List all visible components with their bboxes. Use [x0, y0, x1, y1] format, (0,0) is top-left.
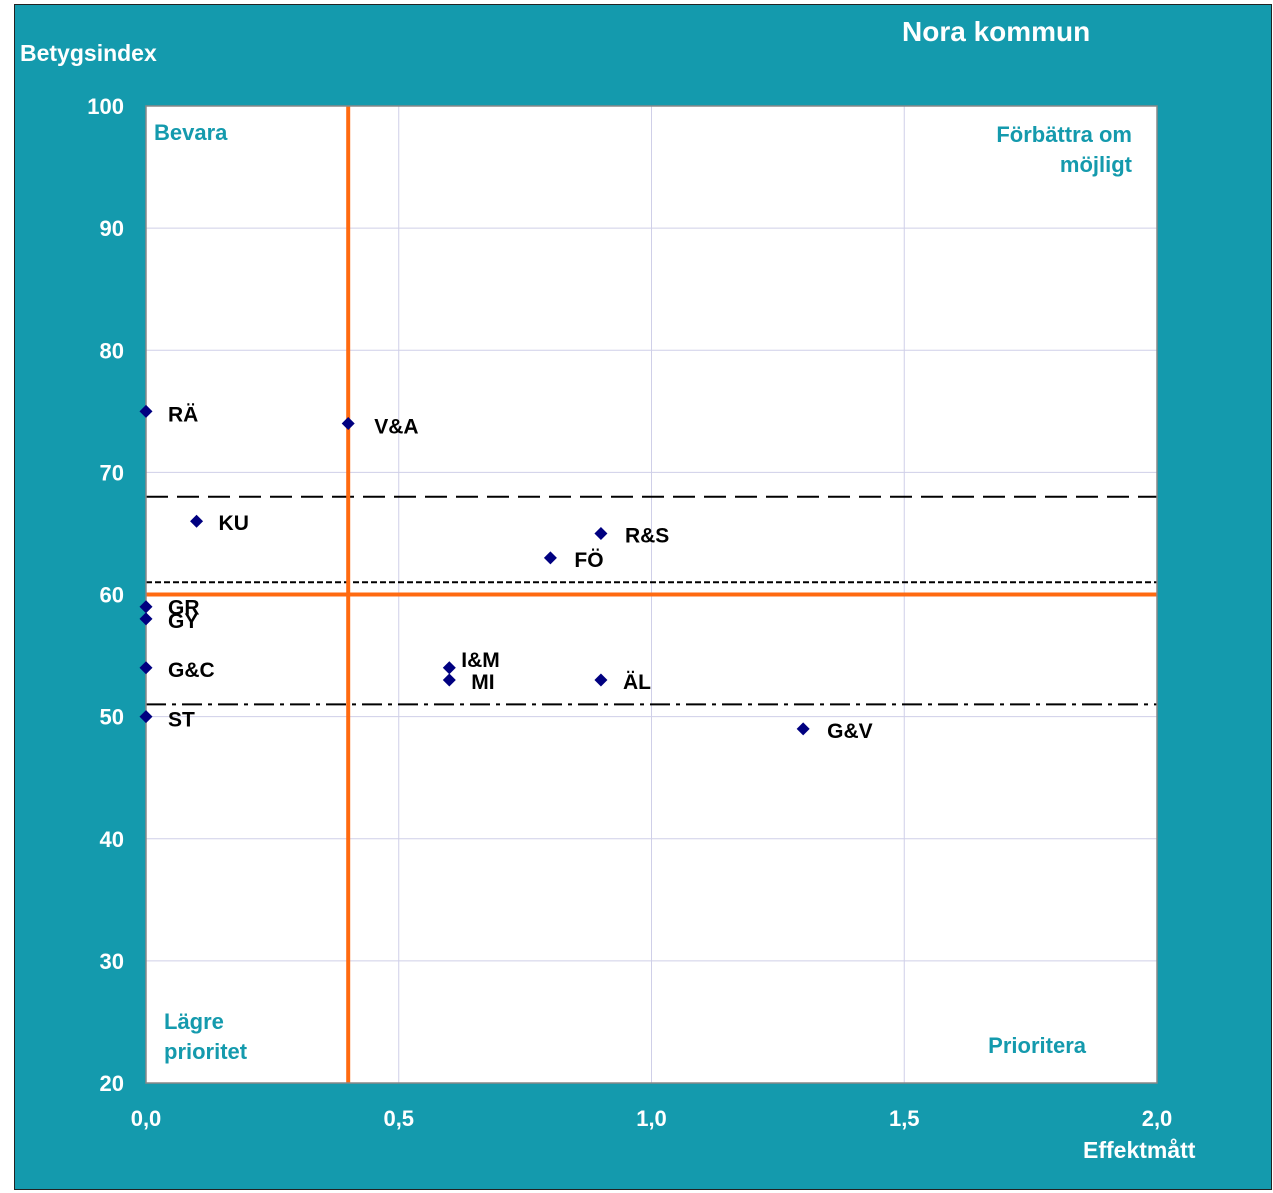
x-tick-label: 2,0 [1142, 1106, 1173, 1131]
data-point-marker [543, 551, 557, 565]
data-point-marker [796, 722, 810, 736]
chart-title: Nora kommun [902, 16, 1091, 47]
data-point-marker [139, 612, 153, 626]
x-tick-label: 0,0 [131, 1106, 162, 1131]
x-tick-label: 0,5 [383, 1106, 414, 1131]
data-point-marker [139, 404, 153, 418]
y-tick-label: 20 [100, 1071, 124, 1096]
y-tick-label: 80 [100, 338, 124, 363]
y-tick-label: 90 [100, 216, 124, 241]
y-tick-label: 40 [100, 827, 124, 852]
axis-ticks: 20 30 40 50 60 70 80 90 100 0,0 0,5 1,0 1,5 2,0 [87, 94, 1172, 1131]
x-tick-label: 1,0 [636, 1106, 667, 1131]
data-point-marker [594, 526, 608, 540]
quadrant-label-top-right: möjligt [1060, 152, 1133, 177]
y-tick-label: 60 [100, 583, 124, 608]
y-tick-label: 30 [100, 949, 124, 974]
quadrant-label-bottom-left: Lägre [164, 1009, 224, 1034]
data-point-marker [139, 710, 153, 724]
data-point-label: ST [168, 709, 195, 732]
data-point-label: MI [471, 671, 494, 694]
data-point-label: V&A [374, 416, 418, 439]
data-point-label: KU [219, 512, 249, 535]
data-point-marker [190, 514, 204, 528]
data-point-label: R&S [625, 524, 669, 547]
data-point-marker [442, 661, 456, 675]
x-tick-label: 1,5 [889, 1106, 920, 1131]
data-point-label: G&V [827, 720, 873, 743]
data-point-marker [442, 673, 456, 687]
reference-lines [146, 106, 1157, 1083]
data-point-label: GR [168, 597, 200, 620]
data-point-label: FÖ [574, 549, 603, 572]
data-point-marker [341, 417, 355, 431]
quadrant-label-bottom-left: prioritet [164, 1039, 248, 1064]
data-point-label: I&M [461, 649, 500, 672]
y-axis-title: Betygsindex [20, 40, 157, 66]
data-point-label: GY [168, 610, 198, 633]
x-axis-title: Effektmått [1083, 1137, 1196, 1163]
quadrant-label-bottom-right: Prioritera [988, 1033, 1087, 1058]
data-point-label: RÄ [168, 403, 198, 426]
quadrant-label-top-right: Förbättra om [996, 122, 1132, 147]
quadrant-label-top-left: Bevara [154, 120, 228, 145]
y-tick-label: 50 [100, 705, 124, 730]
data-point-marker [139, 600, 153, 614]
data-point-marker [594, 673, 608, 687]
data-point-label: G&C [168, 659, 215, 682]
y-tick-label: 70 [100, 460, 124, 485]
data-point-marker [139, 661, 153, 675]
y-tick-label: 100 [87, 94, 124, 119]
data-point-label: ÄL [623, 671, 651, 694]
quadrant-labels: Bevara Förbättra om möjligt Lägre prioritet P… [154, 120, 1133, 1064]
plot-border [145, 105, 1158, 1084]
